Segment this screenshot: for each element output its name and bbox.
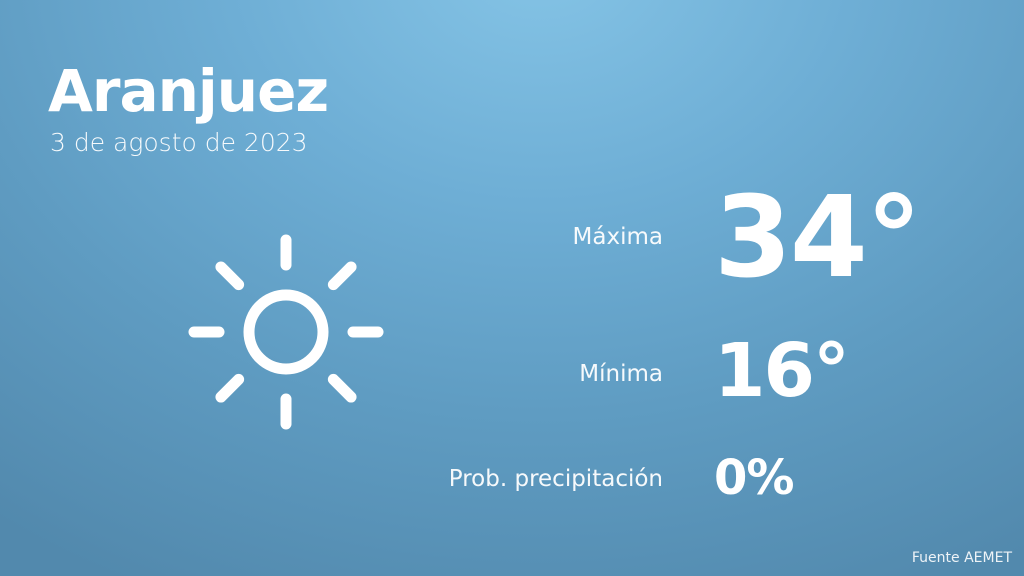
sun-ray [327, 261, 357, 291]
city-title: Aranjuez [48, 57, 329, 125]
sun-ray [327, 373, 357, 403]
sun-ray [215, 373, 245, 403]
min-temperature: 16° [714, 328, 850, 414]
precipitation-probability: 0% [714, 450, 794, 506]
max-temperature: 34° [714, 173, 922, 303]
min-label: Mínima [579, 361, 663, 387]
source-credit: Fuente AEMET [911, 550, 1012, 566]
precipitation-label: Prob. precipitación [448, 466, 663, 492]
max-label: Máxima [572, 224, 663, 250]
sun-ray [215, 261, 245, 291]
forecast-date: 3 de agosto de 2023 [50, 128, 308, 157]
sun-icon [188, 234, 384, 430]
